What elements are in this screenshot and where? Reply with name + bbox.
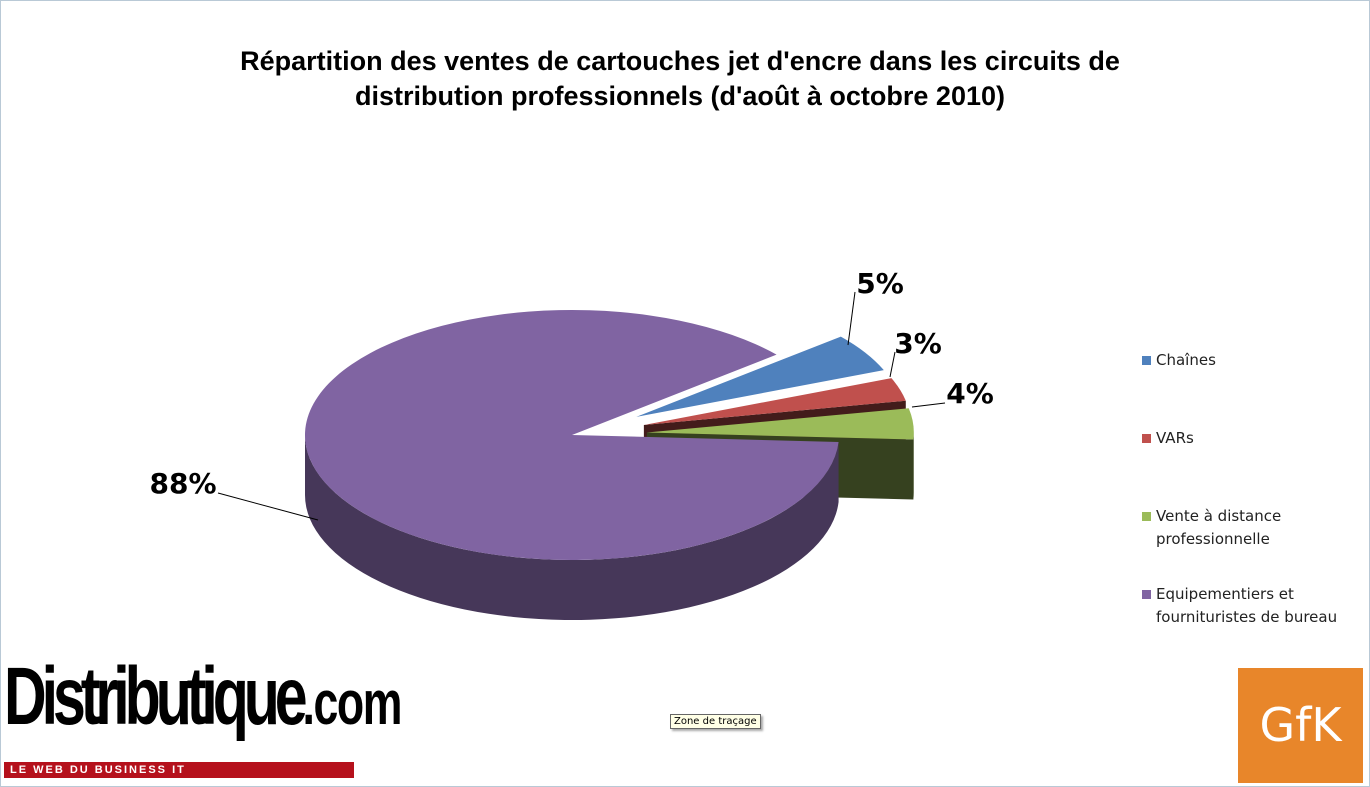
data-label: 88% [149,467,216,500]
legend-label: Equipementiers et fournituristes de bure… [1156,585,1338,626]
legend-label: Chaînes [1156,351,1216,369]
legend-swatch [1142,512,1151,521]
logo-tagline: LE WEB DU BUSINESS IT [4,762,354,778]
data-label: 4% [946,377,994,410]
leader-line [911,402,946,408]
legend-swatch [1142,434,1151,443]
pie-tops [304,310,914,560]
tooltip: Zone de traçage [670,714,761,729]
gfk-logo: GfK [1238,668,1363,783]
data-label: 3% [894,327,942,360]
leader-line [217,492,319,521]
slice [643,378,906,425]
slice [646,408,914,440]
legend-label: Vente à distance professionnelle [1156,507,1282,548]
logo-text: Distributique.com [4,651,403,749]
logo-suffix: .com [302,669,403,738]
legend-swatch [1142,590,1151,599]
leader-line [847,291,856,346]
slice [636,336,884,417]
slice [304,310,839,560]
leader-line [889,351,896,378]
legend-swatch [1142,356,1151,365]
chart-title: Répartition des ventes de cartouches jet… [240,46,1120,111]
logo-name: Distributique [4,651,308,742]
data-label: 5% [856,267,904,300]
distributique-logo: Distributique.com LE WEB DU BUSINESS IT [4,651,555,778]
slice-side [305,435,839,621]
legend-label: VARs [1156,429,1194,447]
